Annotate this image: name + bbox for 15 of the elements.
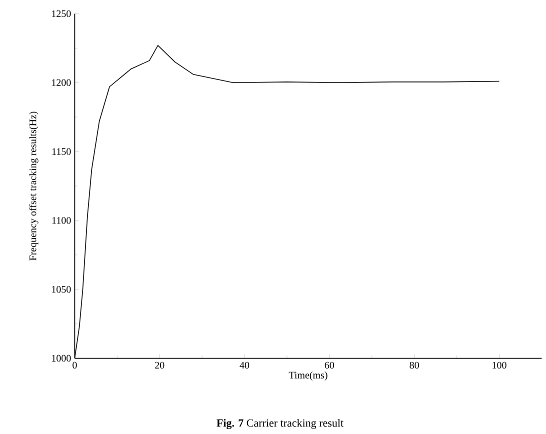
x-tick-label: 40 [240, 362, 250, 369]
y-axis-title: Frequency offset tracking results(Hz) [29, 112, 38, 260]
y-tick-label: 1200 [52, 79, 71, 86]
x-tick-label: 100 [492, 362, 506, 369]
y-tick-label: 1050 [52, 286, 71, 293]
x-tick-label: 80 [410, 362, 419, 369]
text: Fig. 7 Carrier tracking result [216, 418, 344, 430]
y-tick-label: 1150 [52, 148, 71, 155]
x-tick-label: 20 [155, 362, 164, 369]
x-axis-title: Time(ms) [288, 371, 328, 381]
y-tick-label: 1250 [52, 10, 71, 18]
x-tick-label: 0 [72, 362, 77, 369]
x-tick-label: 60 [324, 362, 334, 369]
y-tick-label: 1100 [52, 217, 71, 224]
y-tick-label: 1000 [52, 354, 71, 362]
